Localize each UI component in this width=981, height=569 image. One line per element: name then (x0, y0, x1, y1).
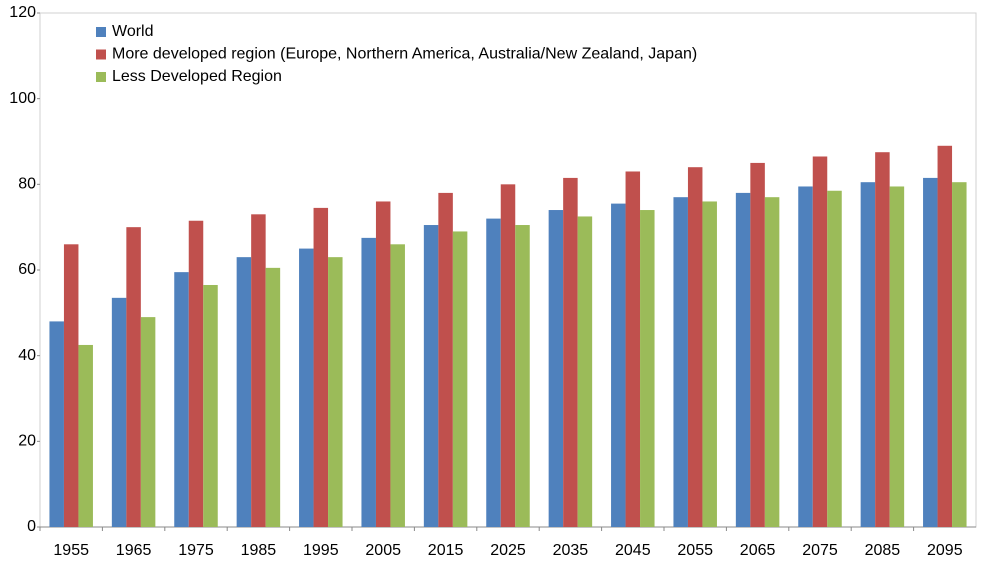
bar (390, 244, 405, 528)
bar (687, 167, 703, 527)
x-tick-label: 2005 (365, 542, 401, 559)
x-tick-label: 1975 (178, 542, 214, 559)
bar (952, 182, 967, 528)
bar (299, 248, 314, 528)
bar (764, 197, 780, 527)
bar (140, 317, 156, 527)
bar (251, 214, 266, 528)
bar (236, 257, 252, 527)
bar (812, 156, 828, 527)
legend-label: Less Developed Region (112, 68, 282, 85)
bar (486, 218, 501, 527)
bar (750, 162, 765, 527)
y-tick-label: 0 (27, 518, 36, 535)
x-tick-label: 2095 (927, 542, 963, 559)
bar (313, 207, 329, 527)
legend-swatch (96, 72, 106, 82)
bar (735, 192, 751, 527)
bar (702, 201, 717, 527)
x-tick-label: 2065 (740, 542, 776, 559)
bar (265, 267, 281, 527)
y-tick-label: 40 (18, 347, 36, 364)
bar (827, 190, 842, 527)
bar (328, 257, 343, 527)
bar (577, 216, 593, 528)
bar (640, 210, 655, 528)
bar (78, 344, 93, 527)
bar (63, 244, 79, 528)
legend-label: More developed region (Europe, Northern … (112, 46, 697, 63)
bar (452, 231, 468, 527)
bar (126, 227, 141, 527)
bar (375, 201, 391, 527)
y-tick-label: 60 (18, 261, 36, 278)
x-tick-label: 2035 (553, 542, 589, 559)
bar (563, 177, 578, 528)
x-tick-label: 1985 (241, 542, 277, 559)
y-tick-label: 20 (18, 433, 36, 450)
x-tick-label: 1955 (53, 542, 89, 559)
bar (423, 225, 439, 527)
bar (548, 210, 564, 528)
bar (798, 186, 813, 527)
x-tick-label: 2085 (865, 542, 901, 559)
bar (625, 171, 641, 527)
bar (860, 182, 876, 528)
bar (361, 237, 376, 527)
bar (923, 177, 938, 528)
bar (111, 297, 127, 527)
bar (203, 284, 218, 527)
bar (438, 192, 453, 527)
legend-swatch (96, 49, 106, 60)
bar (611, 203, 626, 527)
bar (188, 220, 204, 527)
y-tick-label: 120 (9, 4, 36, 21)
x-tick-label: 2015 (428, 542, 464, 559)
y-tick-label: 100 (9, 90, 36, 107)
x-tick-label: 2075 (802, 542, 838, 559)
bar (875, 152, 890, 528)
legend-label: World (112, 23, 154, 40)
x-tick-label: 2045 (615, 542, 651, 559)
bar (673, 197, 688, 527)
bar (500, 184, 516, 528)
legend-swatch (96, 27, 106, 37)
x-tick-label: 1965 (116, 542, 152, 559)
bar (174, 272, 189, 527)
bar (515, 225, 530, 527)
x-tick-label: 2025 (490, 542, 526, 559)
x-tick-label: 1995 (303, 542, 339, 559)
bar (889, 186, 905, 527)
bar (937, 145, 953, 528)
y-tick-label: 80 (18, 176, 36, 193)
bar (49, 321, 64, 527)
x-tick-label: 2055 (677, 542, 713, 559)
